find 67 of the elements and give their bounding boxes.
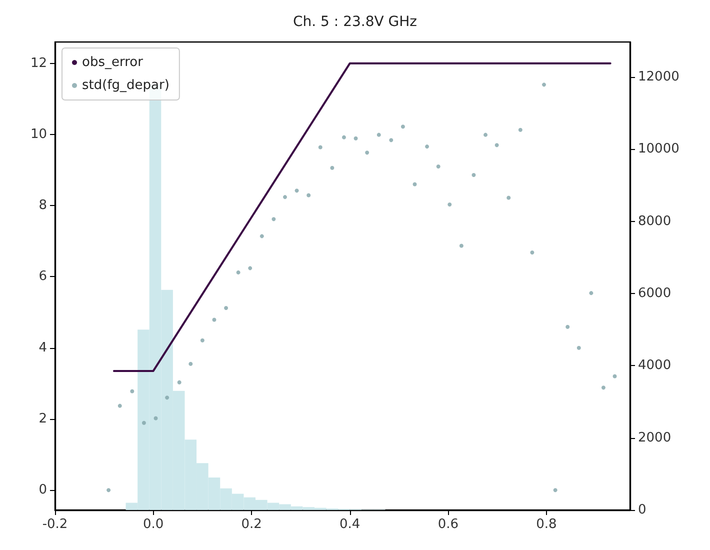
y-tick-label: 6	[38, 269, 47, 284]
point	[412, 182, 417, 186]
point	[448, 202, 452, 207]
point	[542, 82, 546, 87]
point	[272, 217, 276, 222]
point	[553, 488, 558, 492]
x-tick-label: 0.4	[340, 517, 360, 532]
point	[154, 416, 158, 420]
point	[165, 396, 170, 400]
point	[188, 362, 193, 366]
point	[177, 380, 182, 384]
point	[400, 124, 405, 129]
point	[601, 386, 606, 390]
point	[330, 166, 334, 170]
point	[354, 136, 358, 140]
chart-title: Ch. 5 : 23.8V GHz	[293, 14, 417, 30]
point	[425, 144, 430, 149]
point	[494, 143, 499, 148]
point	[283, 195, 287, 200]
point	[436, 164, 440, 168]
point	[260, 234, 264, 238]
y-tick-label: 12	[30, 56, 47, 71]
legend-label: std(fg_depar)	[82, 78, 170, 93]
point	[224, 306, 228, 310]
point	[612, 374, 617, 378]
point	[566, 324, 570, 329]
point	[306, 193, 311, 198]
point	[376, 132, 381, 137]
y2-tick-label: 4000	[638, 358, 672, 374]
x-tick-label: 0.6	[438, 517, 459, 532]
x-tick-label: 0.8	[536, 517, 557, 532]
point	[576, 346, 581, 350]
y2-tick-label: 12000	[638, 70, 680, 84]
point	[200, 338, 204, 342]
point	[118, 404, 122, 408]
point	[294, 188, 299, 193]
point	[484, 132, 488, 137]
y-tick-label: 0	[38, 482, 47, 498]
y2-tick-label: 6000	[638, 286, 672, 301]
point	[342, 135, 346, 140]
point	[212, 318, 216, 322]
x-tick-label: 0.0	[142, 517, 164, 532]
point	[142, 420, 146, 425]
x-tick-label: -0.2	[42, 517, 68, 532]
point	[236, 270, 240, 274]
point	[506, 196, 511, 200]
point	[472, 173, 476, 177]
legend-label: obs_error	[82, 55, 144, 70]
point	[389, 138, 394, 142]
point	[459, 244, 464, 248]
point	[318, 145, 322, 150]
point	[130, 389, 134, 394]
point	[365, 150, 370, 155]
x-tick-label: 0.2	[241, 517, 262, 532]
y2-tick-label: 10000	[638, 142, 680, 157]
point	[589, 291, 594, 296]
point	[248, 266, 252, 270]
point	[106, 488, 111, 492]
y2-tick-label: 2000	[638, 430, 672, 446]
y2-tick-label: 8000	[638, 214, 672, 229]
y-tick-label: 8	[38, 198, 47, 214]
y-tick-label: 2	[38, 411, 47, 426]
point	[530, 250, 534, 255]
y2-tick-label: 0	[638, 502, 646, 518]
y-tick-label: 10	[30, 126, 47, 142]
point	[518, 128, 522, 132]
y-tick-label: 4	[38, 340, 47, 356]
